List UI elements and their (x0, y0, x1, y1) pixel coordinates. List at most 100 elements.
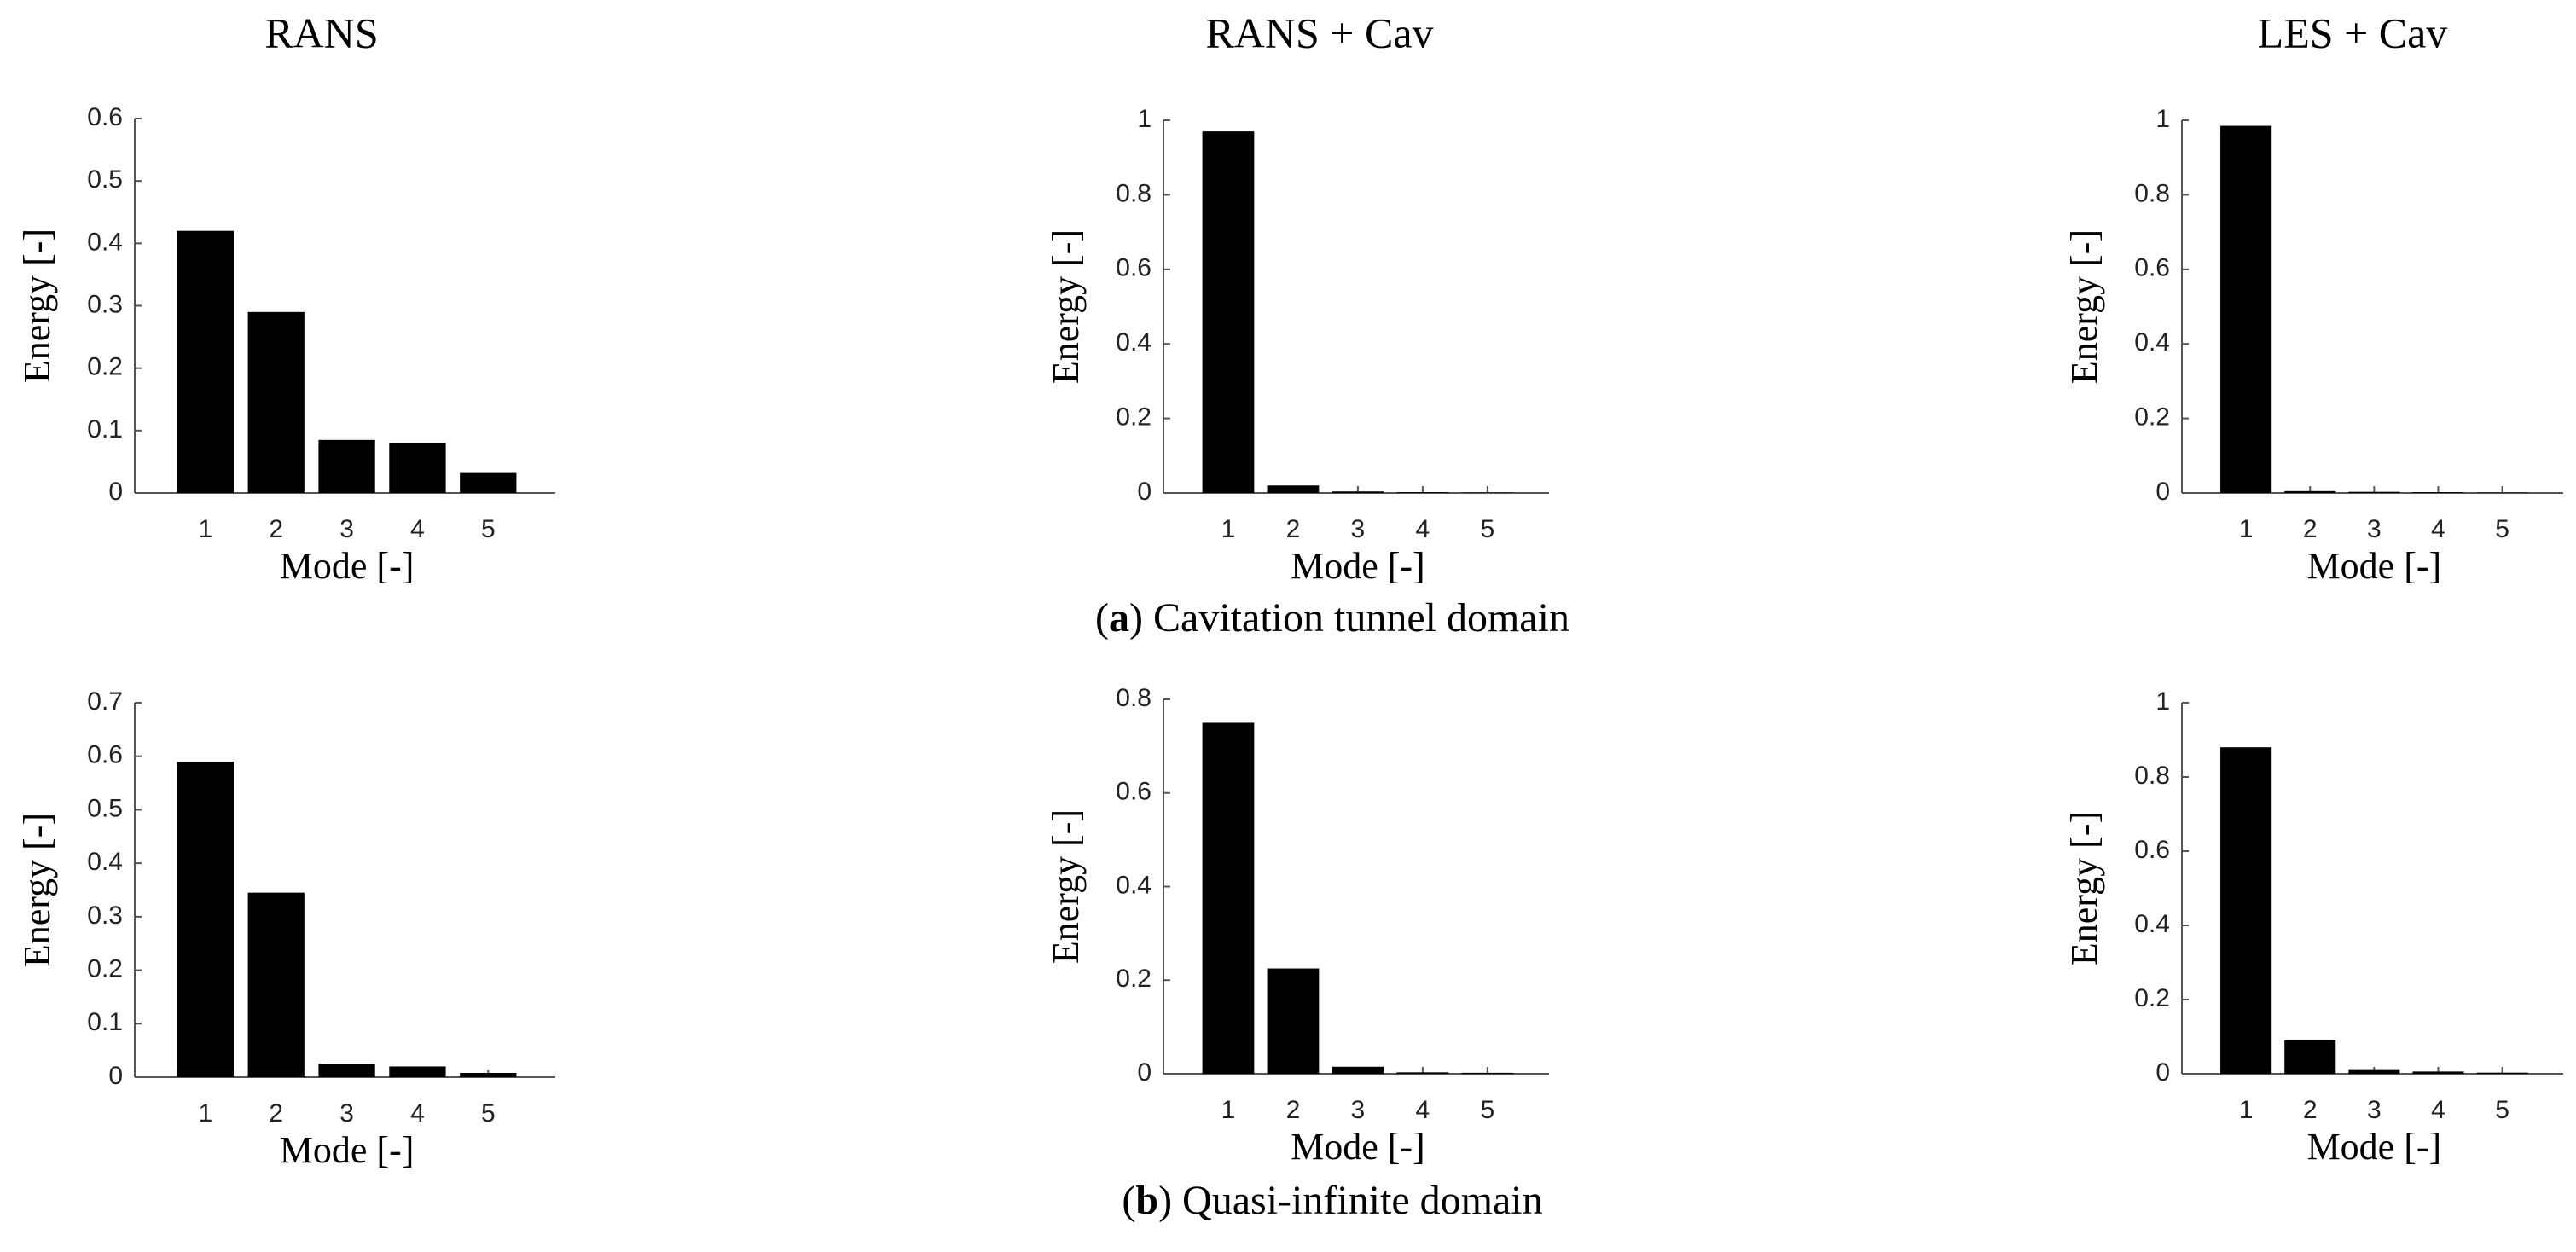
bar (1332, 491, 1384, 493)
y-axis-label: Energy [-] (2063, 229, 2105, 384)
y-tick-label: 0.4 (87, 848, 123, 876)
caption-text: ) Cavitation tunnel domain (1129, 595, 1569, 640)
y-tick-label: 0 (108, 1062, 123, 1090)
y-tick-label: 0.4 (1116, 328, 1152, 356)
x-tick-label: 2 (1286, 1096, 1301, 1124)
y-tick-label: 0 (108, 478, 123, 506)
y-tick-label: 0.4 (87, 228, 123, 256)
y-tick-label: 0.6 (87, 103, 123, 131)
y-tick-label: 0.5 (87, 794, 123, 822)
y-tick-label: 0.6 (1116, 778, 1152, 806)
y-axis-label: Energy [-] (2063, 811, 2105, 965)
bar (1396, 1072, 1449, 1074)
bar (2348, 1069, 2400, 1074)
y-tick-label: 0 (2155, 1058, 2170, 1087)
y-tick-label: 0 (1137, 1058, 1152, 1087)
y-tick-label: 0.8 (2134, 179, 2170, 207)
bar (1332, 1066, 1384, 1074)
bar (2412, 492, 2464, 493)
x-axis-label: Mode [-] (1291, 1126, 1425, 1168)
y-tick-label: 0.6 (87, 741, 123, 769)
bar (2220, 125, 2272, 493)
caption-letter: b (1135, 1178, 1158, 1223)
bar (1202, 131, 1255, 494)
y-tick-label: 0.3 (87, 290, 123, 318)
x-tick-label: 4 (1416, 515, 1430, 543)
bar (318, 439, 375, 493)
y-tick-label: 0.6 (2134, 836, 2170, 864)
y-tick-label: 0.4 (2134, 328, 2170, 356)
y-tick-label: 0.8 (1116, 684, 1152, 712)
y-tick-label: 0.6 (2134, 254, 2170, 282)
x-tick-label: 1 (1221, 1096, 1236, 1124)
x-tick-label: 4 (2431, 515, 2445, 543)
y-tick-label: 0.7 (87, 687, 123, 716)
bar (247, 892, 305, 1077)
bar (460, 1072, 517, 1077)
x-tick-label: 4 (2431, 1096, 2445, 1124)
y-tick-label: 0.1 (87, 1008, 123, 1036)
bar (2476, 1072, 2528, 1074)
caption: (b) Quasi-infinite domain (1122, 1178, 1542, 1223)
x-tick-label: 5 (481, 515, 496, 543)
y-tick-label: 0.6 (1116, 254, 1152, 282)
x-tick-label: 1 (2239, 515, 2254, 543)
y-tick-label: 0.2 (2134, 403, 2170, 432)
y-tick-label: 1 (2155, 687, 2170, 716)
y-tick-label: 0.4 (1116, 871, 1152, 899)
x-axis-label: Mode [-] (280, 1129, 415, 1171)
x-tick-label: 5 (1480, 515, 1494, 543)
column-title: RANS (264, 9, 378, 56)
x-tick-label: 4 (1416, 1096, 1430, 1124)
y-tick-label: 0.2 (87, 353, 123, 381)
x-tick-label: 2 (2303, 1096, 2318, 1124)
y-tick-label: 0 (1137, 478, 1152, 506)
x-axis-label: Mode [-] (2307, 545, 2442, 587)
y-tick-label: 0.2 (87, 954, 123, 982)
bar (1267, 485, 1320, 493)
y-tick-label: 1 (2155, 105, 2170, 133)
x-tick-label: 3 (2367, 515, 2382, 543)
x-axis-label: Mode [-] (1291, 545, 1425, 587)
x-tick-label: 3 (1351, 515, 1366, 543)
x-tick-label: 5 (1480, 1096, 1494, 1124)
y-tick-label: 0.2 (1116, 403, 1152, 432)
bar (2412, 1071, 2464, 1074)
x-tick-label: 2 (269, 515, 283, 543)
y-axis-label: Energy [-] (1045, 809, 1087, 964)
x-axis-label: Mode [-] (280, 545, 415, 587)
bar (318, 1064, 375, 1077)
bar (389, 1066, 446, 1077)
x-tick-label: 2 (269, 1099, 283, 1127)
bar (460, 472, 517, 493)
y-tick-label: 0.3 (87, 901, 123, 930)
y-axis-label: Energy [-] (1045, 229, 1087, 384)
x-tick-label: 2 (1286, 515, 1301, 543)
x-tick-label: 3 (339, 515, 354, 543)
y-tick-label: 0.2 (2134, 984, 2170, 1012)
y-tick-label: 0 (2155, 478, 2170, 506)
caption-prefix: ( (1122, 1178, 1135, 1223)
bar (2284, 490, 2336, 493)
x-tick-label: 3 (2367, 1096, 2382, 1124)
y-tick-label: 0.1 (87, 415, 123, 443)
x-tick-label: 3 (339, 1099, 354, 1127)
x-tick-label: 1 (2239, 1096, 2254, 1124)
bar (1396, 492, 1449, 493)
x-tick-label: 1 (199, 515, 213, 543)
y-tick-label: 0.5 (87, 165, 123, 194)
bar (177, 230, 234, 493)
x-tick-label: 4 (410, 1099, 425, 1127)
bar (177, 761, 234, 1077)
y-tick-label: 0.8 (2134, 762, 2170, 790)
y-tick-label: 0.2 (1116, 965, 1152, 993)
caption-letter: a (1109, 595, 1129, 640)
bar (1202, 722, 1255, 1074)
x-tick-label: 3 (1351, 1096, 1366, 1124)
y-tick-label: 0.4 (2134, 910, 2170, 938)
x-tick-label: 1 (199, 1099, 213, 1127)
x-tick-label: 5 (2495, 1096, 2509, 1124)
caption-text: ) Quasi-infinite domain (1158, 1178, 1543, 1223)
bar (2348, 491, 2400, 493)
